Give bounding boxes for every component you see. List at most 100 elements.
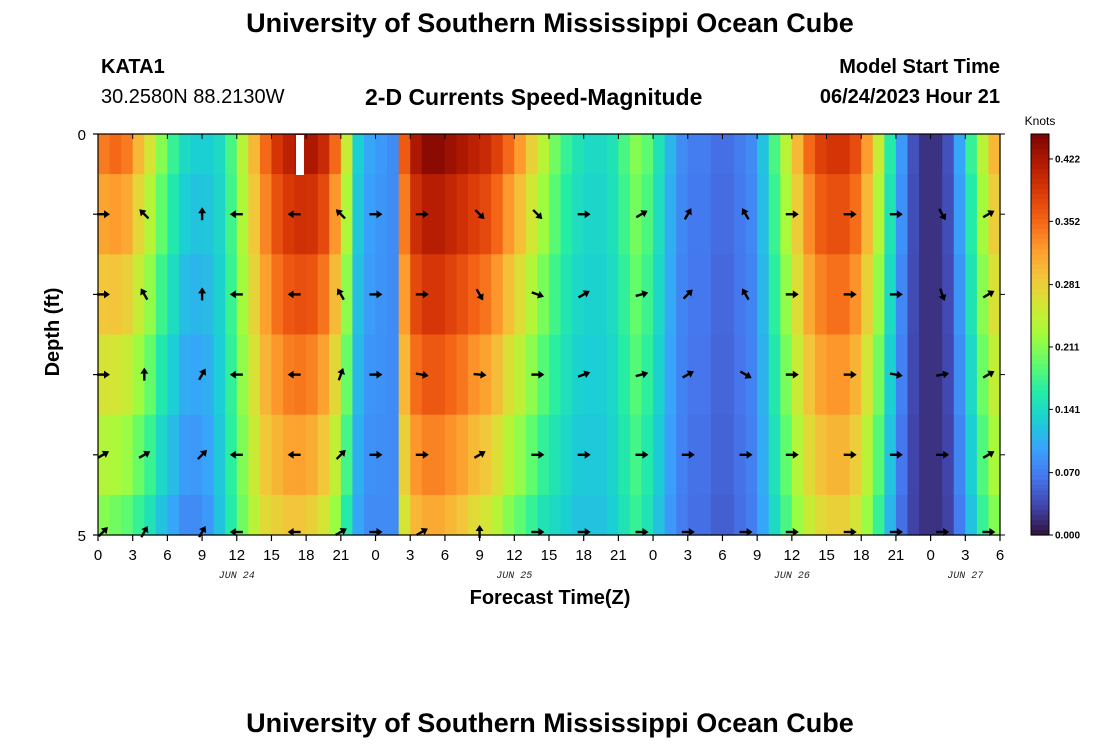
heatmap-cell: [398, 134, 411, 175]
colorbar-swatch: [1031, 284, 1049, 290]
colorbar-swatch: [1031, 354, 1049, 361]
heatmap-cell: [953, 254, 966, 336]
heatmap-cell: [710, 494, 724, 536]
heatmap-cell: [884, 134, 897, 175]
heatmap-cell: [849, 134, 862, 175]
heatmap-cell: [687, 174, 700, 255]
heatmap-cell: [965, 174, 978, 255]
colorbar-swatch: [1031, 519, 1049, 526]
colorbar-swatch: [1031, 249, 1049, 255]
colorbar-swatch: [1031, 199, 1049, 205]
heatmap-cell: [213, 334, 226, 416]
heatmap-cell: [699, 174, 712, 255]
heatmap-cell: [329, 334, 342, 416]
heatmap-cell: [294, 494, 307, 536]
heatmap-cell: [213, 494, 226, 536]
heatmap-cell: [236, 494, 249, 536]
heatmap-cell: [583, 254, 596, 336]
heatmap-cell: [664, 174, 677, 255]
heatmap-cell: [236, 334, 249, 416]
heatmap-cell: [109, 134, 122, 175]
colorbar-swatch: [1031, 279, 1049, 285]
heatmap-cell: [202, 414, 215, 496]
heatmap-cell: [294, 254, 307, 336]
heatmap-cell: [329, 414, 342, 496]
heatmap-cell: [271, 254, 284, 336]
colorbar-swatch: [1031, 274, 1049, 280]
chart-title: University of Southern Mississippi Ocean…: [246, 8, 854, 38]
heatmap-cell: [202, 334, 215, 416]
heatmap-cell: [814, 334, 828, 416]
heatmap-cell: [202, 174, 215, 255]
heatmap-cell: [294, 334, 307, 416]
current-arrow: [287, 290, 301, 299]
heatmap-cell: [155, 334, 168, 416]
heatmap-cell: [953, 414, 966, 496]
heatmap-cell: [849, 494, 862, 536]
current-arrow: [577, 210, 591, 219]
heatmap-cell: [352, 134, 365, 175]
heatmap-cell: [340, 254, 354, 336]
current-arrow: [140, 367, 149, 381]
heatmap-cell: [629, 174, 643, 255]
heatmap-cell: [826, 174, 839, 255]
heatmap-cell: [259, 414, 273, 496]
heatmap-cell: [190, 414, 203, 496]
heatmap-cell: [271, 134, 284, 175]
x-tick-label: 12: [784, 547, 801, 564]
heatmap-cell: [213, 414, 226, 496]
x-tick-label: 0: [649, 547, 657, 564]
heatmap-cell: [109, 414, 122, 496]
heatmap-cell: [595, 134, 608, 175]
date-label: JUN 24: [219, 571, 255, 582]
heatmap-cell: [98, 134, 111, 175]
heatmap-cell: [306, 334, 319, 416]
heatmap-cell: [583, 334, 596, 416]
heatmap-cell: [514, 174, 527, 255]
colorbar-swatch: [1031, 409, 1049, 416]
colorbar-swatch: [1031, 499, 1049, 506]
heatmap-cell: [317, 174, 330, 255]
heatmap-cell: [167, 334, 180, 416]
colorbar-swatch: [1031, 369, 1049, 376]
heatmap-cell: [606, 494, 619, 536]
heatmap-cell: [248, 414, 261, 496]
current-arrow: [843, 370, 857, 379]
heatmap-cell: [953, 174, 966, 255]
heatmap-cell: [491, 334, 504, 416]
current-arrow: [843, 290, 857, 299]
current-arrow: [140, 525, 149, 538]
x-tick-label: 12: [228, 547, 245, 564]
heatmap-cell: [421, 134, 434, 175]
heatmap-cell: [109, 334, 122, 416]
colorbar-swatch: [1031, 389, 1049, 396]
heatmap-cell: [456, 414, 469, 496]
current-vectors: [97, 207, 996, 538]
colorbar-tick-label: 0.422: [1055, 154, 1080, 165]
colorbar-swatch: [1031, 189, 1049, 195]
heatmap-cell: [502, 494, 515, 536]
heatmap-cell: [340, 134, 354, 175]
heatmap-cell: [479, 254, 492, 336]
current-arrow: [938, 208, 947, 221]
heatmap-cell: [618, 134, 631, 175]
heatmap-cell: [352, 174, 365, 255]
colorbar-swatch: [1031, 304, 1049, 311]
heatmap-cell: [236, 414, 249, 496]
heatmap-cell: [375, 134, 388, 175]
heatmap-cell: [178, 254, 192, 336]
current-arrow: [287, 528, 301, 536]
heatmap-cell: [444, 134, 458, 175]
current-arrow: [741, 208, 750, 220]
heatmap-cell: [491, 254, 504, 336]
heatmap-cell: [537, 174, 550, 255]
heatmap-cell: [826, 334, 839, 416]
current-arrow: [415, 210, 429, 219]
current-arrow: [475, 288, 484, 301]
heatmap-cell: [988, 334, 1001, 416]
heatmap-cell: [294, 414, 307, 496]
heatmap-cell: [259, 134, 273, 175]
heatmap-cell: [884, 334, 897, 416]
heatmap-cell: [641, 494, 654, 536]
heatmap-cell: [907, 174, 920, 255]
